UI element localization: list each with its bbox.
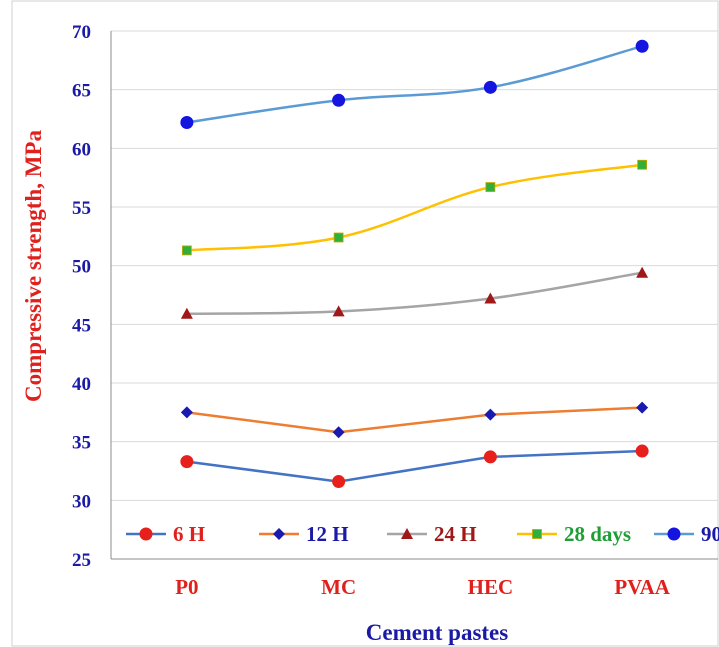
legend-label: 12 H bbox=[306, 522, 349, 546]
series-line bbox=[186, 163, 643, 252]
legend-label: 28 days bbox=[564, 522, 631, 546]
data-point bbox=[635, 444, 649, 458]
legend-entry: 6 H bbox=[126, 522, 205, 546]
series-line bbox=[186, 271, 643, 316]
gridlines bbox=[111, 30, 718, 501]
data-point bbox=[180, 406, 193, 419]
data-point bbox=[637, 159, 648, 170]
chart-border bbox=[11, 0, 719, 647]
legend-marker bbox=[667, 527, 681, 541]
y-tick-label: 60 bbox=[72, 139, 91, 160]
y-axis-title: Compressive strength, MPa bbox=[21, 130, 46, 402]
series-0 bbox=[180, 444, 649, 489]
x-tick-labels: P0 MC HEC PVAA bbox=[175, 575, 671, 599]
legend: 6 H 12 H 24 H 28 days 90 days bbox=[126, 522, 719, 546]
y-tick-label: 30 bbox=[72, 491, 91, 512]
data-point bbox=[181, 245, 192, 256]
y-tick-label: 55 bbox=[72, 198, 91, 219]
y-tick-label: 50 bbox=[72, 257, 91, 278]
data-point bbox=[483, 80, 497, 94]
legend-entry: 24 H bbox=[387, 522, 477, 546]
data-point bbox=[180, 116, 194, 130]
y-tick-label: 65 bbox=[72, 81, 91, 102]
data-point bbox=[484, 292, 497, 304]
data-point bbox=[636, 266, 649, 278]
data-point bbox=[332, 475, 346, 489]
y-tick-label: 70 bbox=[72, 22, 91, 43]
data-point bbox=[332, 93, 346, 107]
legend-entry: 90 days bbox=[654, 522, 719, 546]
y-tick-label: 45 bbox=[72, 315, 91, 336]
series-3 bbox=[181, 159, 648, 256]
legend-marker bbox=[273, 528, 285, 540]
legend-marker bbox=[401, 528, 413, 539]
x-tick-label: MC bbox=[321, 575, 356, 599]
x-tick-label: PVAA bbox=[614, 575, 670, 599]
series-1 bbox=[180, 401, 649, 439]
series-line bbox=[186, 406, 643, 434]
data-point bbox=[180, 455, 194, 469]
legend-label: 24 H bbox=[434, 522, 477, 546]
y-tick-label: 25 bbox=[72, 550, 91, 571]
legend-marker bbox=[139, 527, 153, 541]
x-tick-label: P0 bbox=[175, 575, 198, 599]
series-line bbox=[186, 449, 643, 483]
data-point bbox=[485, 182, 496, 192]
y-tick-label: 40 bbox=[72, 374, 91, 395]
y-tick-label: 35 bbox=[72, 433, 91, 454]
data-point bbox=[484, 408, 497, 421]
data-point bbox=[635, 39, 649, 53]
data-point bbox=[332, 305, 345, 317]
legend-label: 90 days bbox=[701, 522, 719, 546]
series-group bbox=[180, 39, 649, 489]
legend-marker bbox=[532, 529, 542, 539]
series-2 bbox=[180, 266, 649, 319]
legend-label: 6 H bbox=[173, 522, 205, 546]
data-point bbox=[332, 426, 345, 439]
legend-entry: 28 days bbox=[517, 522, 631, 546]
y-tick-labels: 25 30 35 40 45 50 55 60 65 70 bbox=[72, 22, 91, 571]
x-tick-label: HEC bbox=[468, 575, 514, 599]
data-point bbox=[180, 307, 193, 319]
series-line bbox=[186, 45, 643, 124]
legend-entry: 12 H bbox=[259, 522, 349, 546]
x-axis-title: Cement pastes bbox=[366, 620, 508, 645]
data-point bbox=[333, 232, 344, 243]
series-4 bbox=[180, 39, 649, 130]
data-point bbox=[636, 401, 649, 414]
data-point bbox=[483, 450, 497, 464]
